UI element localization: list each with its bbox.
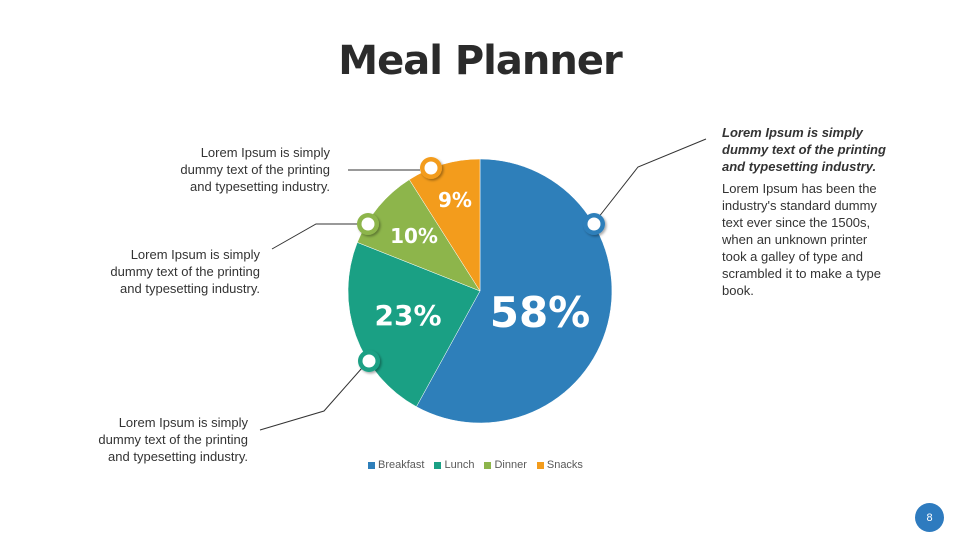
callout-dinner: Lorem Ipsum is simply dummy text of the …	[60, 246, 260, 297]
legend-swatch-icon	[536, 461, 544, 469]
slice-dinner[interactable]	[356, 179, 481, 292]
marker-breakfast-icon	[583, 213, 605, 235]
slice-breakfast[interactable]	[416, 158, 613, 424]
callout-lunch-line2: dummy text of the printing	[98, 432, 248, 447]
legend-item-snacks[interactable]: Snacks	[536, 459, 583, 471]
marker-lunch-icon	[358, 350, 380, 372]
legend-swatch-icon	[368, 461, 375, 469]
callout-breakfast: Lorem Ipsum is simply dummy text of the …	[722, 124, 892, 299]
callout-lunch-line3: and typesetting industry.	[108, 449, 248, 464]
callout-snacks-line1: Lorem Ipsum is simply	[200, 145, 330, 160]
legend-swatch-icon	[484, 461, 492, 469]
slice-label-snacks: 9%	[438, 188, 472, 212]
callout-dinner-line1: Lorem Ipsum is simply	[130, 247, 260, 262]
legend-item-dinner[interactable]: Dinner	[484, 459, 527, 471]
callout-dinner-line3: and typesetting industry.	[120, 281, 260, 296]
legend-item-lunch[interactable]: Lunch	[434, 459, 474, 471]
slice-label-dinner: 10%	[390, 224, 438, 248]
slice-snacks[interactable]	[408, 158, 481, 292]
marker-snacks-icon	[420, 157, 442, 179]
leader-line-dinner	[271, 223, 360, 250]
marker-dinner-icon	[357, 213, 379, 235]
leader-line-breakfast	[597, 138, 707, 219]
page-number-badge: 8	[915, 503, 944, 532]
callout-lunch-line1: Lorem Ipsum is simply	[118, 415, 248, 430]
callout-lunch: Lorem Ipsum is simply dummy text of the …	[48, 414, 248, 465]
legend-label: Lunch	[444, 459, 475, 471]
callout-breakfast-heading: Lorem Ipsum is simply dummy text of the …	[722, 125, 886, 174]
chart-legend: Breakfast Lunch Dinner Snacks	[368, 459, 583, 471]
leader-line-lunch	[259, 367, 363, 431]
callout-dinner-line2: dummy text of the printing	[110, 264, 260, 279]
callout-snacks: Lorem Ipsum is simply dummy text of the …	[130, 144, 330, 195]
legend-label: Dinner	[494, 459, 527, 471]
slide-title: Meal Planner	[338, 38, 622, 84]
callout-snacks-line2: dummy text of the printing	[180, 162, 330, 177]
slice-label-lunch: 23%	[374, 299, 441, 332]
legend-label: Breakfast	[378, 459, 425, 471]
legend-label: Snacks	[546, 459, 583, 471]
slice-lunch[interactable]	[347, 242, 481, 408]
legend-item-breakfast[interactable]: Breakfast	[368, 459, 424, 471]
slice-label-breakfast: 58%	[490, 288, 591, 337]
callout-breakfast-body: Lorem Ipsum has been the industry's stan…	[722, 181, 881, 298]
callout-snacks-line3: and typesetting industry.	[190, 179, 330, 194]
legend-swatch-icon	[434, 461, 442, 469]
